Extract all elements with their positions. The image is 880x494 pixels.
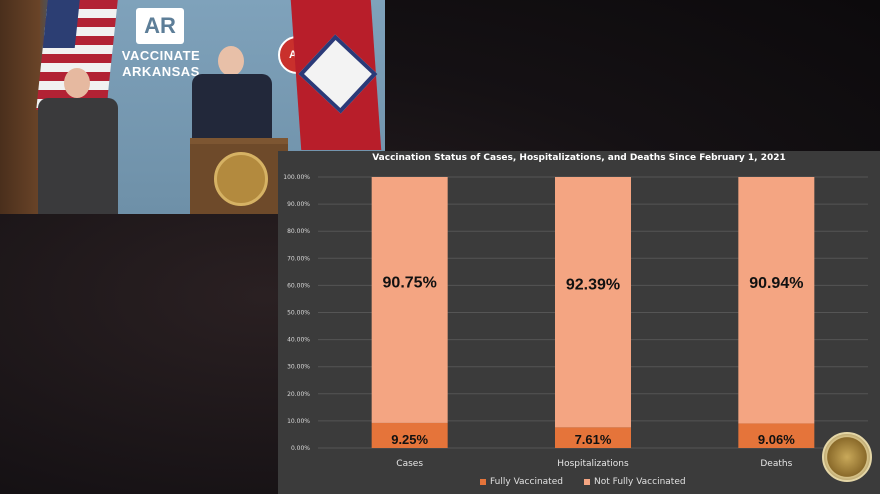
state-seal-icon <box>822 432 872 482</box>
data-label: 90.75% <box>383 275 437 292</box>
x-category-label: Deaths <box>760 459 792 469</box>
bar-fully-vaccinated <box>371 422 448 448</box>
bar-not-fully-vaccinated <box>738 177 815 424</box>
press-conference-video: AR VACCINATE ARKANSAS AR <box>0 0 385 214</box>
data-label: 92.39% <box>566 277 620 294</box>
y-tick-label: 60.00% <box>287 282 310 289</box>
bar-not-fully-vaccinated <box>371 177 448 423</box>
data-label: 90.94% <box>749 275 803 292</box>
logo-text-line1: VACCINATE <box>121 48 201 63</box>
podium <box>190 138 288 214</box>
y-tick-label: 30.00% <box>287 364 310 371</box>
chart-title: Vaccination Status of Cases, Hospitaliza… <box>372 153 786 163</box>
y-tick-label: 80.00% <box>287 228 310 235</box>
data-label: 9.25% <box>391 432 428 447</box>
bar-fully-vaccinated <box>555 427 631 448</box>
chart-legend: Fully Vaccinated Not Fully Vaccinated <box>278 477 880 491</box>
y-tick-label: 10.00% <box>287 418 310 425</box>
logo-text-line2: ARKANSAS <box>122 64 200 79</box>
bar-not-fully-vaccinated <box>555 177 631 428</box>
ar-logo-mark: AR <box>136 8 184 44</box>
legend-label-not-fully-vaccinated: Not Fully Vaccinated <box>594 477 686 487</box>
bar-fully-vaccinated <box>738 423 815 448</box>
y-tick-label: 20.00% <box>287 391 310 398</box>
legend-swatch-not-fully-vaccinated <box>584 479 590 485</box>
y-tick-label: 100.00% <box>283 174 310 181</box>
legend-label-fully-vaccinated: Fully Vaccinated <box>490 477 563 487</box>
podium-seal <box>214 152 268 206</box>
x-category-label: Hospitalizations <box>557 459 629 469</box>
vaccination-status-chart: Vaccination Status of Cases, Hospitaliza… <box>278 151 880 494</box>
legend-item-not-fully-vaccinated: Not Fully Vaccinated <box>584 477 686 487</box>
y-tick-label: 90.00% <box>287 201 310 208</box>
legend-swatch-fully-vaccinated <box>480 479 486 485</box>
y-tick-label: 0.00% <box>291 445 310 452</box>
legend-item-fully-vaccinated: Fully Vaccinated <box>480 477 563 487</box>
y-tick-label: 50.00% <box>287 310 310 317</box>
vaccinate-arkansas-logo: AR VACCINATE ARKANSAS <box>116 6 206 86</box>
x-category-label: Cases <box>396 459 423 469</box>
y-tick-label: 70.00% <box>287 255 310 262</box>
arkansas-flag <box>290 0 382 150</box>
wood-paneling <box>0 0 40 214</box>
data-label: 9.06% <box>758 432 795 447</box>
data-label: 7.61% <box>575 432 612 447</box>
chart-plot: 0.00% 10.00% 20.00% 30.00% 40.00% 50.00% 60.00… <box>283 174 868 469</box>
y-tick-label: 40.00% <box>287 337 310 344</box>
